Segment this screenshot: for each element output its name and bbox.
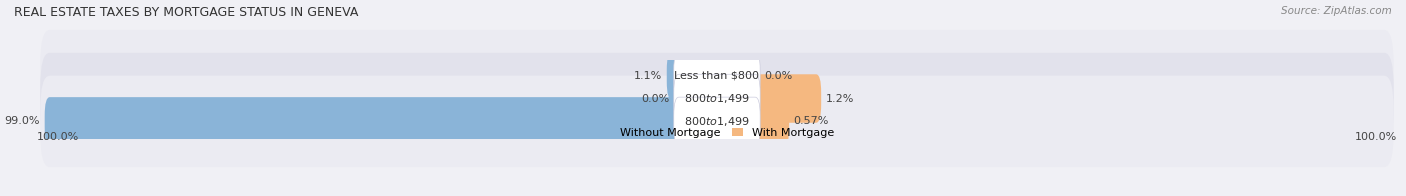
FancyBboxPatch shape [749, 97, 789, 146]
Text: 1.2%: 1.2% [825, 93, 853, 103]
FancyBboxPatch shape [749, 74, 821, 123]
FancyBboxPatch shape [45, 97, 683, 146]
Text: 0.0%: 0.0% [641, 93, 669, 103]
Text: 100.0%: 100.0% [1354, 132, 1398, 142]
Text: 0.0%: 0.0% [765, 71, 793, 81]
Text: Source: ZipAtlas.com: Source: ZipAtlas.com [1281, 6, 1392, 16]
FancyBboxPatch shape [41, 53, 1393, 144]
FancyBboxPatch shape [673, 74, 761, 123]
Legend: Without Mortgage, With Mortgage: Without Mortgage, With Mortgage [596, 123, 838, 142]
Text: 100.0%: 100.0% [37, 132, 79, 142]
FancyBboxPatch shape [41, 76, 1393, 167]
Text: 1.1%: 1.1% [634, 71, 662, 81]
Text: Less than $800: Less than $800 [675, 71, 759, 81]
Text: REAL ESTATE TAXES BY MORTGAGE STATUS IN GENEVA: REAL ESTATE TAXES BY MORTGAGE STATUS IN … [14, 6, 359, 19]
FancyBboxPatch shape [666, 51, 683, 100]
Text: 0.57%: 0.57% [793, 116, 830, 126]
Text: $800 to $1,499: $800 to $1,499 [685, 115, 749, 128]
Text: 99.0%: 99.0% [4, 116, 41, 126]
FancyBboxPatch shape [41, 30, 1393, 121]
FancyBboxPatch shape [673, 97, 761, 146]
FancyBboxPatch shape [673, 51, 761, 100]
Text: $800 to $1,499: $800 to $1,499 [685, 92, 749, 105]
